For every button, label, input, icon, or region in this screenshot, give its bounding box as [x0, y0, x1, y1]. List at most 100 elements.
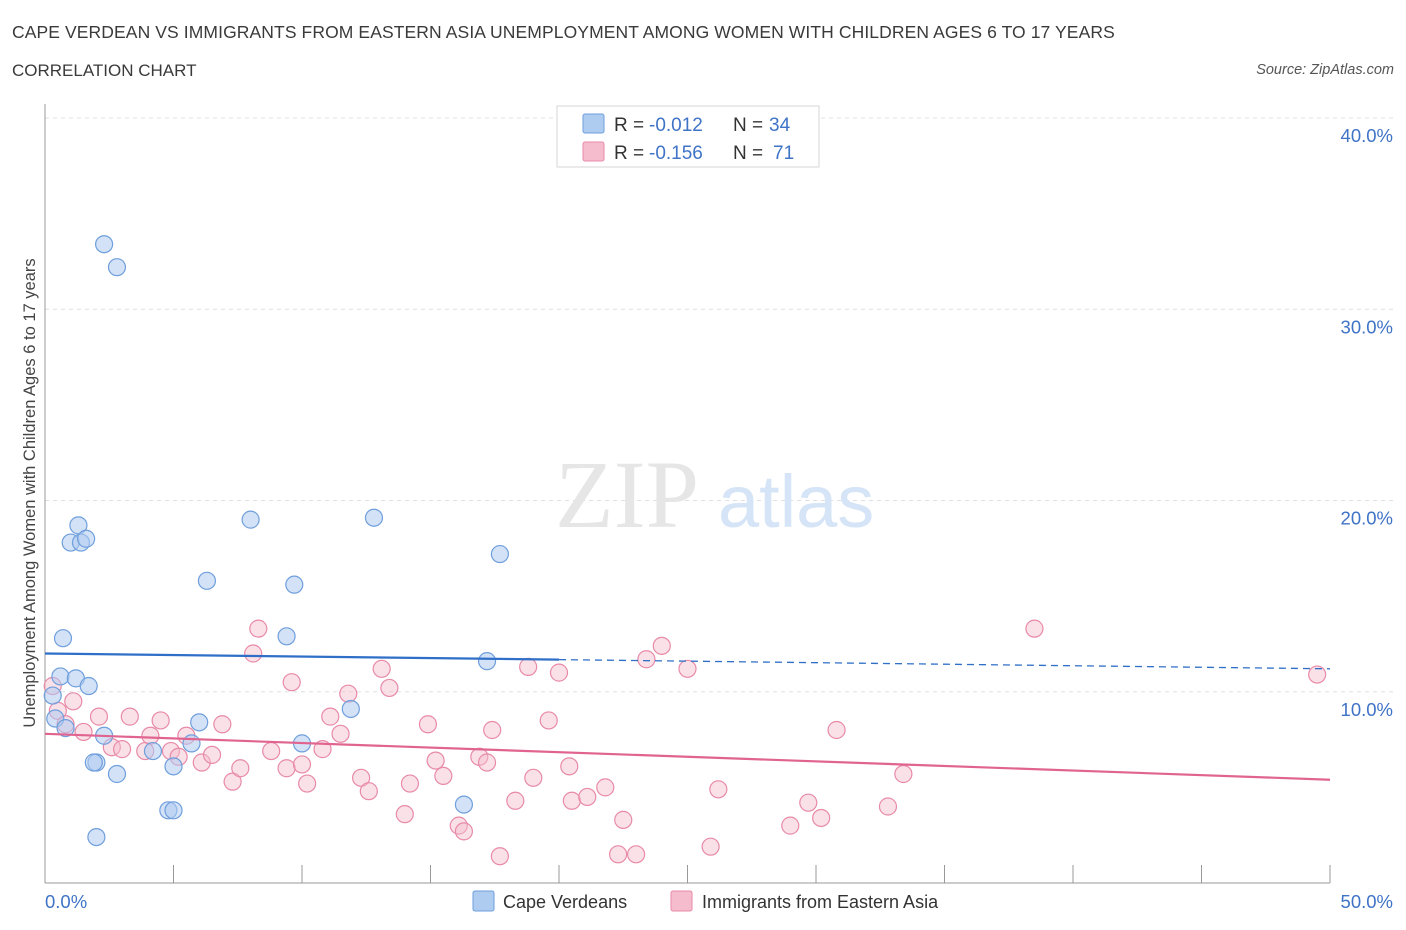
eastern-asia-point-35 — [395, 805, 414, 824]
eastern-asia-point-21 — [249, 619, 268, 638]
eastern-asia-point-22 — [262, 741, 281, 761]
cape-verdeans-trend-solid — [44, 652, 560, 661]
eastern-asia-point-7 — [120, 707, 139, 726]
eastern-asia-point-24 — [282, 673, 301, 692]
eastern-asia-point-51 — [560, 757, 579, 776]
source-credit: Source: ZipAtlas.com — [1256, 62, 1394, 78]
eastern-asia-point-50 — [549, 663, 569, 682]
cape-verdean-point-7 — [51, 667, 70, 686]
eastern-asia-point-36 — [400, 774, 420, 793]
stats-r-value-1: -0.012 — [649, 115, 703, 136]
eastern-asia-point-52 — [562, 791, 581, 810]
eastern-asia-point-4 — [74, 722, 93, 742]
eastern-asia-point-53 — [578, 787, 597, 807]
y-tick-label-3: 40.0% — [1341, 125, 1393, 146]
cape-verdean-point-32 — [477, 652, 497, 671]
stats-n-label-2: N = — [733, 143, 763, 164]
y-tick-label-0: 10.0% — [1341, 699, 1393, 720]
cape-verdean-point-12 — [56, 718, 75, 738]
eastern-asia-point-69 — [1025, 619, 1044, 638]
eastern-asia-point-29 — [331, 724, 350, 743]
eastern-asia-point-38 — [426, 751, 445, 770]
eastern-asia-point-23 — [277, 759, 296, 778]
eastern-asia-point-64 — [799, 793, 818, 812]
eastern-asia-point-63 — [781, 816, 800, 835]
cape-verdean-point-33 — [454, 795, 474, 814]
eastern-asia-point-60 — [678, 659, 697, 678]
cape-verdean-point-31 — [490, 544, 509, 564]
eastern-asia-point-16 — [202, 745, 222, 764]
cape-verdean-point-15 — [107, 764, 127, 784]
cape-verdean-point-28 — [364, 508, 384, 527]
eastern-asia-point-17 — [213, 715, 232, 734]
eastern-asia-point-67 — [878, 797, 898, 816]
stats-r-label-1: R = — [614, 115, 644, 136]
chart-subtitle: CORRELATION CHART — [12, 61, 197, 80]
eastern-asia-point-28 — [321, 707, 340, 726]
eastern-asia-point-44 — [483, 720, 502, 740]
eastern-asia-point-48 — [524, 768, 543, 787]
x-tick-label-1: 50.0% — [1341, 891, 1393, 912]
cape-verdean-point-25 — [241, 510, 260, 529]
eastern-asia-point-65 — [812, 808, 831, 828]
cape-verdean-point-1 — [107, 258, 127, 277]
cape-verdean-point-24 — [197, 571, 217, 590]
eastern-asia-point-33 — [372, 659, 391, 678]
cape-verdean-point-30 — [341, 699, 360, 719]
cape-verdeans-points — [43, 235, 509, 847]
stats-swatch-blue — [582, 113, 605, 134]
cape-verdean-point-23 — [87, 827, 106, 847]
series-legend: Cape Verdeans Immigrants from Eastern As… — [472, 890, 939, 912]
eastern-asia-point-47 — [519, 657, 538, 676]
y-tick-label-1: 20.0% — [1341, 508, 1393, 529]
eastern-asia-point-43 — [477, 753, 497, 772]
cape-verdean-point-10 — [43, 686, 62, 705]
eastern-asia-point-54 — [596, 778, 615, 797]
immigrants-eastern-asia-points — [43, 619, 1327, 866]
eastern-asia-point-70 — [1308, 665, 1327, 684]
eastern-asia-point-20 — [244, 644, 263, 663]
eastern-asia-point-55 — [609, 845, 628, 864]
stats-r-value-2: -0.156 — [649, 143, 703, 164]
eastern-asia-point-49 — [539, 711, 558, 730]
eastern-asia-point-61 — [701, 837, 720, 856]
eastern-asia-point-66 — [827, 720, 846, 740]
eastern-asia-point-18 — [223, 772, 242, 791]
eastern-asia-point-11 — [151, 711, 170, 730]
eastern-asia-point-31 — [352, 768, 371, 787]
axis-ticks: 10.0% 20.0% 30.0% 40.0% 0.0% 50.0% — [44, 125, 1393, 912]
eastern-asia-point-8 — [112, 740, 132, 759]
cape-verdeans-trend-dashed — [558, 658, 1331, 670]
y-tick-label-2: 30.0% — [1341, 316, 1393, 337]
eastern-asia-point-3 — [64, 692, 83, 711]
stats-n-value-1: 34 — [769, 115, 791, 136]
eastern-asia-point-46 — [506, 791, 525, 810]
eastern-asia-point-5 — [89, 707, 109, 726]
cape-verdean-point-9 — [79, 676, 98, 696]
eastern-asia-point-34 — [380, 678, 399, 698]
stats-n-label-1: N = — [733, 115, 763, 136]
legend-label-cape-verdeans: Cape Verdeans — [503, 892, 627, 912]
trend-lines — [44, 652, 1331, 781]
eastern-asia-point-25 — [292, 755, 312, 774]
stats-legend: R = -0.012 N = 34 R = -0.156 N = 71 — [556, 105, 820, 168]
eastern-asia-point-40 — [449, 816, 468, 835]
eastern-asia-point-10 — [141, 726, 160, 745]
cape-verdean-point-20 — [190, 713, 209, 732]
watermark-atlas: atlas — [718, 460, 874, 543]
stats-swatch-pink — [582, 141, 605, 162]
eastern-asia-point-41 — [454, 822, 474, 841]
eastern-asia-point-39 — [434, 766, 453, 786]
eastern-asia-point-45 — [490, 847, 509, 866]
eastern-asia-point-15 — [192, 753, 211, 772]
eastern-asia-point-57 — [626, 845, 646, 864]
cape-verdean-point-16 — [84, 753, 103, 772]
gridlines — [45, 117, 1393, 693]
eastern-asia-point-68 — [894, 764, 913, 784]
x-tick-label-0: 0.0% — [45, 891, 87, 912]
eastern-asia-trend — [44, 732, 1331, 781]
eastern-asia-point-37 — [418, 715, 438, 734]
cape-verdean-point-6 — [77, 529, 96, 548]
cape-verdean-point-17 — [143, 741, 163, 761]
